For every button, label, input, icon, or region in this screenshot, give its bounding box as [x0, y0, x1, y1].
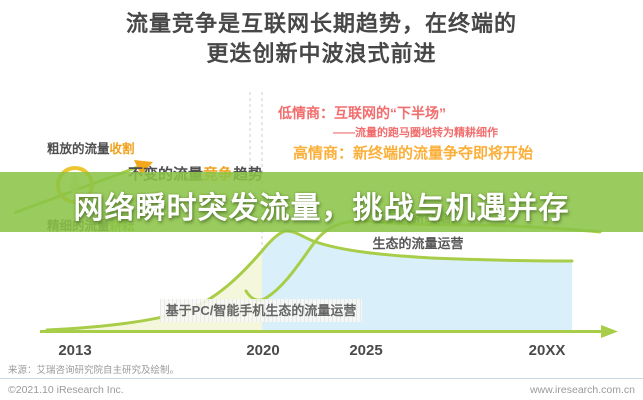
growth-arrowhead-icon	[134, 160, 153, 175]
website-link[interactable]: www.iresearch.com.cn	[529, 384, 635, 396]
page-title-line1: 流量竞争是互联网长期趋势，在终端的	[125, 11, 517, 36]
copyright-text: ©2021.10 iResearch Inc.	[8, 384, 124, 396]
label-pc-smartphone-era: 基于PC/智能手机生态的流量运营	[160, 299, 362, 322]
x-tick-2020: 2020	[246, 342, 280, 359]
page-title: 流量竞争是互联网长期趋势，在终端的 更迭创新中波浪式前进	[0, 9, 643, 69]
label-crude-highlight: 收割	[109, 142, 135, 156]
label-low-eq-subnote: ——流量的跑马圈地转为精耕细作	[333, 127, 498, 139]
footer-divider	[0, 378, 643, 379]
label-crude-traffic-harvest: 粗放的流量收割	[47, 138, 135, 157]
x-tick-2025: 2025	[349, 342, 383, 359]
x-tick-2013: 2013	[58, 342, 92, 359]
x-tick-20xx: 20XX	[528, 342, 566, 359]
label-low-eq-second-half: 低情商：互联网的“下半场”	[278, 105, 446, 121]
headline-banner-text: 网络瞬时突发流量，挑战与机遇并存	[73, 192, 570, 225]
source-note: 来源：艾瑞咨询研究院自主研究及绘制。	[8, 365, 180, 376]
page-title-line2: 更迭创新中波浪式前进	[206, 41, 437, 66]
x-axis-arrow-icon	[601, 325, 618, 338]
label-new-terminal-era-line2: 生态的流量运营	[372, 236, 464, 251]
headline-banner	[0, 172, 643, 232]
label-high-eq-new-terminal: 高情商：新终端的流量争夺即将开始	[293, 145, 534, 162]
label-crude-prefix: 粗放的流量	[47, 142, 110, 156]
